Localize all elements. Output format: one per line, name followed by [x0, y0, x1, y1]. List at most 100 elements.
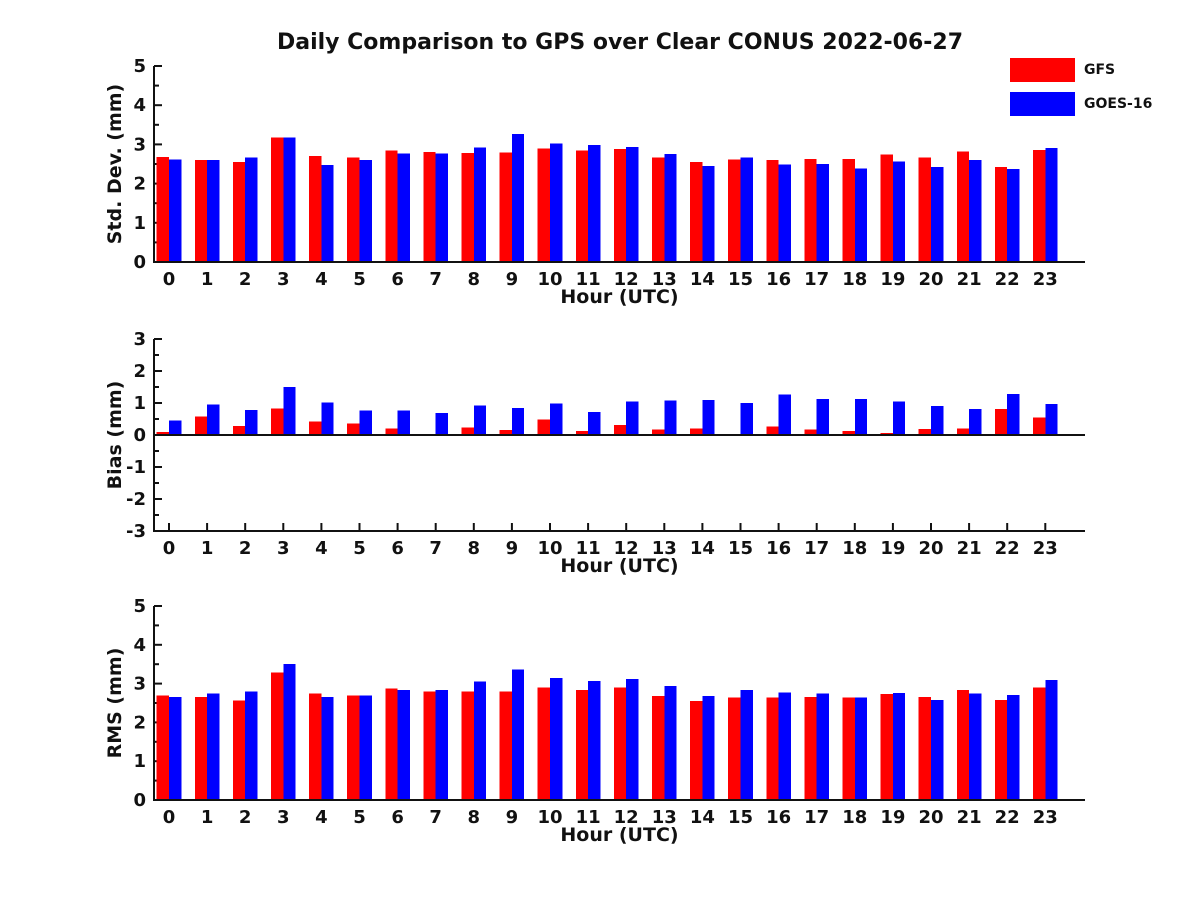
x-tick-label: 4 [315, 807, 328, 828]
x-tick-label: 11 [576, 269, 601, 290]
y-tick-label: 2 [133, 361, 146, 382]
goes16-legend-swatch [1010, 92, 1075, 116]
gfs-bar [194, 416, 208, 435]
goes16-bar [854, 697, 868, 800]
y-tick-label: 3 [133, 674, 146, 695]
goes16-bar [816, 164, 829, 262]
goes16-bar [207, 404, 220, 435]
goes16-bar [1045, 680, 1058, 800]
y-tick-label: 3 [133, 329, 146, 350]
gfs-bar [194, 160, 208, 262]
gfs-bar [728, 159, 741, 262]
x-tick-label: 8 [468, 538, 481, 559]
gfs-bar [652, 696, 665, 800]
x-tick-label: 17 [804, 538, 829, 559]
gfs-bar [232, 162, 246, 262]
y-tick-label: 1 [133, 751, 146, 772]
goes16-bar [169, 420, 182, 435]
goes16-bar [1007, 169, 1020, 262]
x-tick-label: 10 [537, 269, 562, 290]
x-tick-label: 8 [468, 269, 481, 290]
x-tick-label: 15 [728, 269, 753, 290]
goes16-bar [321, 165, 334, 262]
x-tick-label: 16 [766, 538, 791, 559]
goes16-bar [702, 696, 715, 800]
gfs-bar [347, 423, 360, 435]
x-tick-label: 6 [391, 807, 404, 828]
x-tick-label: 12 [614, 269, 639, 290]
goes16-bar [1007, 394, 1020, 435]
x-tick-label: 3 [277, 807, 290, 828]
x-tick-label: 16 [766, 269, 791, 290]
bars [156, 663, 1058, 800]
x-tick-label: 19 [880, 807, 905, 828]
gfs-bar [804, 158, 817, 262]
x-tick-label: 11 [576, 807, 601, 828]
gfs-bar [385, 150, 398, 262]
x-tick-label: 1 [201, 538, 214, 559]
gfs-bar [385, 428, 398, 435]
goes16-bar [892, 161, 906, 262]
gfs-bar [804, 429, 817, 435]
x-tick-label: 20 [918, 538, 943, 559]
gfs-bar [842, 430, 855, 435]
goes16-bar [435, 689, 448, 800]
x-tick-label: 7 [429, 807, 442, 828]
x-tick-label: 1 [201, 807, 214, 828]
goes16-bar [588, 411, 601, 435]
x-tick-label: 0 [163, 269, 176, 290]
goes16-bar [588, 145, 601, 262]
goes16-bar [664, 400, 677, 435]
goes16-bar [626, 147, 639, 262]
goes16-bar [511, 669, 525, 800]
x-tick-label: 0 [163, 538, 176, 559]
x-tick-label: 10 [537, 538, 562, 559]
gfs-bar [728, 697, 741, 800]
x-tick-label: 2 [239, 807, 252, 828]
gfs-bar [956, 689, 970, 800]
legend-item-goes16: GOES-16 [1010, 92, 1152, 116]
gfs-bar [766, 426, 779, 435]
gfs-bar [194, 696, 208, 800]
gfs-bar [994, 408, 1008, 435]
x-tick-label: 4 [315, 269, 328, 290]
gfs-bar [232, 700, 246, 800]
x-tick-label: 16 [766, 807, 791, 828]
gfs-bar [423, 151, 436, 262]
x-tick-label: 17 [804, 807, 829, 828]
x-tick-label: 23 [1033, 538, 1058, 559]
y-tick-label: 1 [133, 393, 146, 414]
x-tick-label: 21 [957, 807, 982, 828]
goes16-bar [245, 157, 258, 262]
goes16-bar [473, 681, 487, 800]
x-tick-label: 9 [506, 269, 519, 290]
goes16-bar [245, 410, 258, 435]
goes16-bar [283, 663, 296, 800]
goes16-bar [778, 394, 791, 435]
gfs-bar [347, 695, 360, 800]
goes16-bar [1045, 403, 1058, 435]
goes16-bar [473, 147, 487, 262]
goes16-bar [207, 693, 220, 800]
gfs-bar [575, 150, 589, 262]
gfs-bar [499, 691, 512, 800]
goes16-bar [397, 410, 410, 435]
gfs-bar [613, 149, 627, 262]
gfs-bar [652, 157, 665, 262]
bars [156, 133, 1058, 262]
goes16-bar [511, 133, 525, 262]
goes16-bar [740, 157, 753, 262]
goes16-bar [664, 685, 677, 800]
y-tick-label: 4 [133, 95, 146, 116]
goes16-bar [1007, 694, 1020, 800]
gfs-bar [690, 428, 703, 435]
goes16-bar [816, 398, 829, 435]
goes16-bar [359, 695, 372, 800]
goes16-bar [969, 160, 982, 262]
goes16-bar [359, 160, 372, 262]
x-tick-label: 2 [239, 538, 252, 559]
y-tick-label: -2 [126, 489, 146, 510]
